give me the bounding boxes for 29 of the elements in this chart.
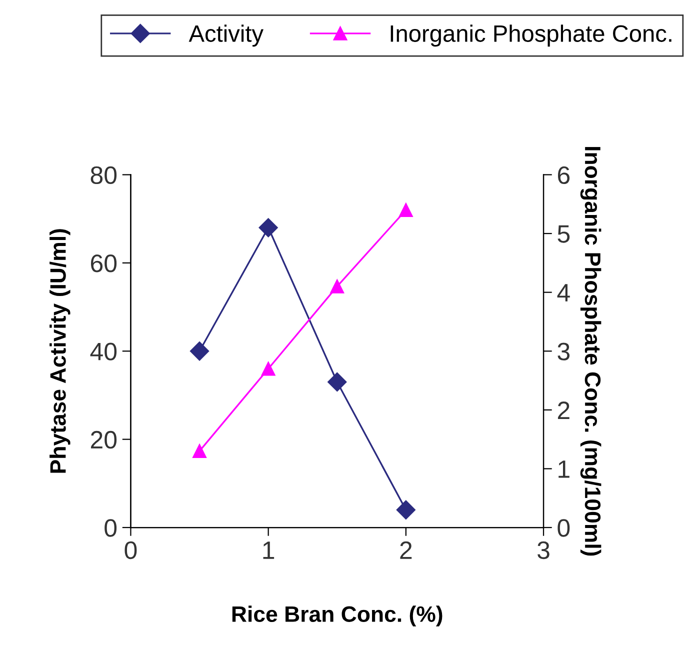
y-tick-label: 0 [104, 519, 117, 537]
x-axis-title: Rice Bran Conc. (%) [232, 606, 442, 626]
y-tick-label: 20 [90, 430, 117, 449]
y-tick-label: 80 [90, 166, 117, 184]
y-axis-title: Phytase Activity (IU/ml) [50, 229, 70, 473]
y-tick-label: 60 [90, 254, 117, 272]
point [396, 500, 416, 520]
x-tick-label: 1 [263, 542, 274, 559]
x-tick-label: 2 [400, 541, 412, 559]
y2-tick-label: 0 [558, 519, 570, 537]
y2-tick-label: 2 [558, 402, 570, 419]
y2-tick-label: 4 [557, 284, 570, 302]
y2-tick-label: 5 [558, 225, 570, 243]
y2-tick-label: 1 [558, 460, 570, 478]
y2-tick-label: 3 [558, 342, 570, 360]
x-tick-label: 3 [538, 541, 550, 560]
point [258, 218, 278, 238]
y2-axis-title: Inorganic Phosphate Conc. (mg/100ml) [580, 147, 602, 556]
x-tick-label: 0 [124, 541, 137, 560]
legend-label: Inorganic Phosphate Conc. [390, 24, 672, 47]
y-tick-label: 40 [90, 342, 117, 360]
point [398, 203, 413, 217]
y2-tick-label: 6 [558, 166, 570, 184]
point [261, 362, 276, 376]
point [190, 342, 210, 361]
point [330, 279, 344, 294]
point [328, 372, 347, 392]
point [192, 444, 206, 458]
legend-label: Activity [188, 24, 264, 47]
